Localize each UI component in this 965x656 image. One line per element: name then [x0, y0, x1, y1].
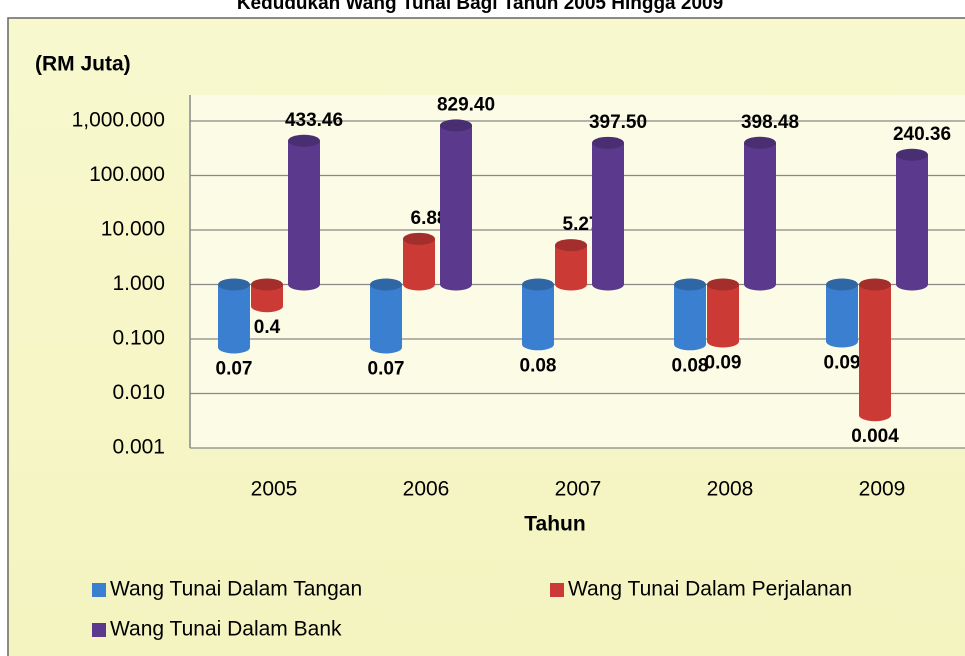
data-label: 397.50: [589, 112, 647, 133]
bar-cap: [370, 278, 402, 291]
bar-cap: [859, 278, 891, 291]
x-tick-label: 2005: [251, 478, 298, 501]
bar-cap: [218, 341, 250, 354]
bar: [288, 140, 320, 285]
bar-cap: [218, 278, 250, 291]
data-label: 0.4: [254, 317, 281, 338]
legend-swatch: [92, 623, 106, 637]
bar-cap: [859, 409, 891, 422]
bar-cap: [370, 341, 402, 354]
bar: [251, 284, 283, 307]
data-label: 0.07: [216, 358, 253, 379]
legend-swatch: [92, 583, 106, 597]
data-label: 398.48: [741, 112, 799, 133]
bar: [522, 284, 554, 345]
x-axis-label: Tahun: [524, 513, 585, 536]
bar-cap: [592, 278, 624, 291]
bar: [744, 142, 776, 285]
data-label: 6.88: [411, 208, 448, 229]
legend-label: Wang Tunai Dalam Perjalanan: [568, 578, 852, 601]
bar-cap: [674, 338, 706, 351]
bar: [218, 284, 250, 348]
y-tick-label: 10.000: [101, 218, 165, 241]
bar-cap: [744, 136, 776, 149]
x-tick-label: 2006: [403, 478, 450, 501]
data-label: 0.09: [824, 353, 861, 374]
data-label: 0.07: [368, 358, 405, 379]
bar-cap: [440, 119, 472, 132]
bar: [403, 238, 435, 285]
y-axis-label: (RM Juta): [35, 53, 131, 76]
y-tick-label: 0.010: [112, 381, 165, 404]
bar: [674, 284, 706, 345]
data-label: 433.46: [285, 110, 343, 131]
bar-cap: [440, 278, 472, 291]
bar-cap: [826, 335, 858, 348]
x-tick-label: 2008: [707, 478, 754, 501]
legend-swatch: [550, 583, 564, 597]
legend-label: Wang Tunai Dalam Bank: [110, 618, 342, 641]
y-tick-label: 0.001: [112, 436, 165, 459]
y-tick-label: 0.100: [112, 327, 165, 350]
bar-cap: [707, 278, 739, 291]
bar-cap: [896, 148, 928, 161]
bar-cap: [251, 278, 283, 291]
data-label: 5.27: [563, 214, 600, 235]
bar-cap: [592, 136, 624, 149]
bar-cap: [896, 278, 928, 291]
bar-cap: [555, 239, 587, 252]
y-tick-label: 1,000.000: [72, 109, 165, 132]
x-tick-label: 2009: [859, 478, 906, 501]
bar-cap: [403, 278, 435, 291]
bar: [826, 284, 858, 342]
data-label: 0.08: [520, 355, 557, 376]
y-tick-label: 1.000: [112, 272, 165, 295]
bar: [592, 142, 624, 285]
bar-cap: [403, 232, 435, 245]
x-tick-label: 2007: [555, 478, 602, 501]
bar: [896, 154, 928, 285]
bar-cap: [674, 278, 706, 291]
data-label: 0.004: [851, 426, 899, 447]
bar-cap: [522, 278, 554, 291]
bar-cap: [555, 278, 587, 291]
bar: [555, 245, 587, 285]
bar: [370, 284, 402, 348]
bar-cap: [707, 335, 739, 348]
bar-cap: [826, 278, 858, 291]
bar-cap: [251, 300, 283, 313]
bar-cap: [288, 278, 320, 291]
y-tick-label: 100.000: [89, 163, 165, 186]
data-label: 0.09: [705, 353, 742, 374]
chart-title: Kedudukan Wang Tunai Bagi Tahun 2005 Hin…: [237, 0, 723, 14]
legend-label: Wang Tunai Dalam Tangan: [110, 578, 362, 601]
bar: [440, 125, 472, 285]
data-label: 829.40: [437, 94, 495, 115]
data-label: 0.08: [672, 355, 709, 376]
bar-cap: [288, 134, 320, 147]
bar: [707, 284, 739, 342]
bar: [859, 284, 891, 416]
bar-cap: [744, 278, 776, 291]
data-label: 240.36: [893, 124, 951, 145]
bar-cap: [522, 338, 554, 351]
